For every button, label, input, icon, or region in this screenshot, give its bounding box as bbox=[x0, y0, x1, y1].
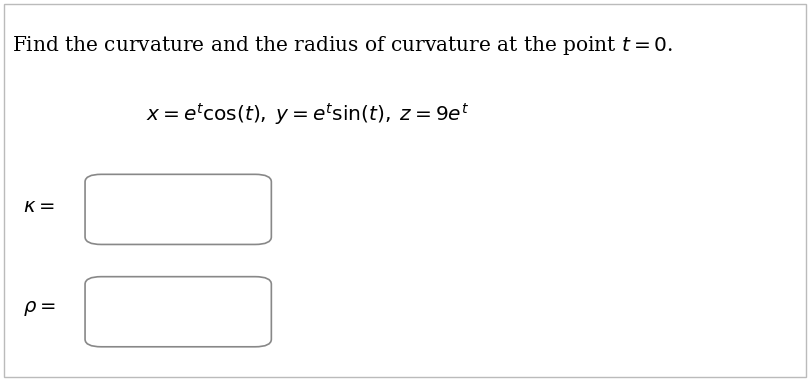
Text: $\kappa =$: $\kappa =$ bbox=[23, 197, 55, 216]
Text: $\rho =$: $\rho =$ bbox=[23, 299, 55, 318]
FancyBboxPatch shape bbox=[4, 4, 806, 377]
FancyBboxPatch shape bbox=[85, 277, 271, 347]
Text: Find the curvature and the radius of curvature at the point $t = 0$.: Find the curvature and the radius of cur… bbox=[12, 34, 673, 57]
Text: $x = e^t \cos(t), \; y = e^t \sin(t), \; z = 9e^t$: $x = e^t \cos(t), \; y = e^t \sin(t), \;… bbox=[147, 101, 469, 127]
FancyBboxPatch shape bbox=[85, 174, 271, 244]
